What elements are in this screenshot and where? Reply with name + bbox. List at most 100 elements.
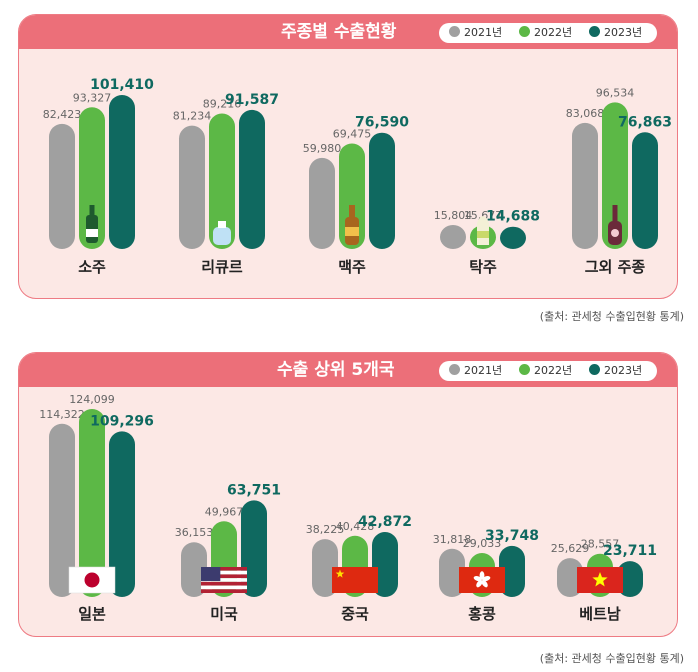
- vietnam-flag-icon: [577, 567, 623, 593]
- value-label-2021: 81,234: [173, 110, 212, 123]
- value-label-2023: 101,410: [90, 77, 154, 93]
- value-label-2023: 42,872: [358, 514, 412, 530]
- liqueur-bottle-icon: [213, 221, 231, 245]
- legend-dot-2021: [449, 364, 460, 375]
- category-label: 맥주: [338, 258, 366, 276]
- bar-chart-by-country: 114,322 124,099 109,296 일본 36,153 49,967 63,75…: [39, 393, 657, 623]
- bar-2021: [49, 123, 75, 249]
- value-label-2023: 76,863: [618, 114, 672, 130]
- value-label-2021: 38,225: [306, 523, 345, 536]
- value-label-2023: 63,751: [227, 482, 281, 498]
- value-label-2021: 25,629: [551, 542, 590, 555]
- bar-2023: [239, 109, 265, 250]
- category-label: 홍콩: [468, 605, 496, 623]
- value-label-2022: 15,677: [464, 209, 503, 222]
- source-note: (출처: 관세청 수출입현황 통계): [539, 310, 684, 323]
- legend-dot-2022: [519, 364, 530, 375]
- bar-2023: [499, 545, 525, 597]
- category-label: 탁주: [469, 258, 497, 276]
- category-label: 소주: [78, 258, 106, 276]
- bar-2021: [309, 157, 335, 249]
- panel-top5-countries: 수출 상위 5개국 2021년 2022년 2023년 114,322 124,0…: [18, 352, 678, 637]
- value-label-2021: 83,068: [566, 107, 605, 120]
- value-label-2022: 49,967: [205, 505, 244, 518]
- value-label-2023: 33,748: [485, 528, 539, 544]
- wine-bottle-icon: [608, 205, 622, 245]
- value-label-2022: 89,216: [203, 98, 242, 111]
- legend-item-2021: 2021년: [449, 361, 502, 381]
- bar-2023: [500, 226, 526, 249]
- value-label-2022: 124,099: [69, 393, 115, 406]
- beer-bottle-icon: [345, 205, 359, 245]
- bar-2021: [312, 539, 338, 597]
- usa-flag-icon: [201, 567, 247, 593]
- value-label-2023: 76,590: [355, 115, 409, 131]
- bar-2021: [49, 423, 75, 597]
- hongkong-flag-icon: [459, 567, 505, 593]
- category-label: 중국: [341, 605, 369, 623]
- legend-dot-2023: [589, 364, 600, 375]
- legend-dot-2022: [519, 26, 530, 37]
- category-group: 114,322 124,099 109,296 일본: [39, 393, 154, 623]
- bar-2021: [572, 122, 598, 249]
- bar-2022: [602, 102, 628, 249]
- value-label-2023: 14,688: [486, 209, 540, 225]
- soju-bottle-icon: [86, 205, 98, 243]
- category-label: 그외 주종: [585, 258, 646, 276]
- category-group: 83,068 96,534 76,863 그외 주종: [566, 86, 672, 276]
- bar-2023: [369, 132, 395, 249]
- value-label-2021: 114,322: [39, 408, 85, 421]
- makgeolli-bottle-icon: [477, 216, 489, 245]
- value-label-2021: 36,153: [175, 526, 214, 539]
- value-label-2022: 28,557: [581, 538, 620, 551]
- legend-dot-2021: [449, 26, 460, 37]
- chart-title: 수출 상위 5개국: [277, 360, 395, 380]
- category-label: 미국: [210, 605, 238, 623]
- bar-2023: [372, 532, 398, 597]
- legend-dot-2023: [589, 26, 600, 37]
- value-label-2022: 29,033: [463, 537, 502, 550]
- value-label-2023: 23,711: [603, 543, 657, 559]
- source-note: (출처: 관세청 수출입현황 통계): [539, 652, 684, 665]
- value-label-2022: 96,534: [596, 86, 635, 99]
- value-label-2021: 59,980: [303, 142, 342, 155]
- category-group: 36,153 49,967 63,751 미국: [175, 482, 281, 623]
- value-label-2022: 69,475: [333, 127, 372, 140]
- bar-2021: [179, 125, 205, 249]
- value-label-2021: 82,423: [43, 108, 82, 121]
- legend-item-2023: 2023년: [589, 361, 642, 381]
- bar-2023: [109, 431, 135, 597]
- legend-item-2022: 2022년: [519, 23, 572, 43]
- panel-export-by-type: 주종별 수출현황 2021년 2022년 2023년 82,423 93,327 1…: [18, 14, 678, 299]
- bar-2023: [632, 132, 658, 249]
- value-label-2023: 109,296: [90, 413, 154, 429]
- chart-title: 주종별 수출현황: [281, 22, 397, 42]
- category-label: 리큐르: [201, 258, 243, 276]
- legend-item-2021: 2021년: [449, 23, 502, 43]
- bar-2021: [557, 558, 583, 597]
- legend: 2021년 2022년 2023년: [439, 361, 657, 381]
- japan-flag-icon: [68, 566, 116, 594]
- bar-2022: [79, 107, 105, 249]
- bar-2021: [440, 225, 466, 249]
- value-label-2022: 40,428: [336, 520, 375, 533]
- value-label-2022: 93,327: [73, 91, 112, 104]
- legend: 2021년 2022년 2023년: [439, 23, 657, 43]
- bar-2022: [209, 113, 235, 249]
- category-label: 베트남: [579, 605, 621, 623]
- legend-item-2023: 2023년: [589, 23, 642, 43]
- bar-2022: [79, 409, 105, 597]
- value-label-2021: 15,804: [434, 209, 473, 222]
- category-label: 일본: [78, 605, 106, 623]
- bar-2023: [109, 95, 135, 249]
- bar-2023: [241, 500, 267, 597]
- bar-2021: [181, 542, 207, 597]
